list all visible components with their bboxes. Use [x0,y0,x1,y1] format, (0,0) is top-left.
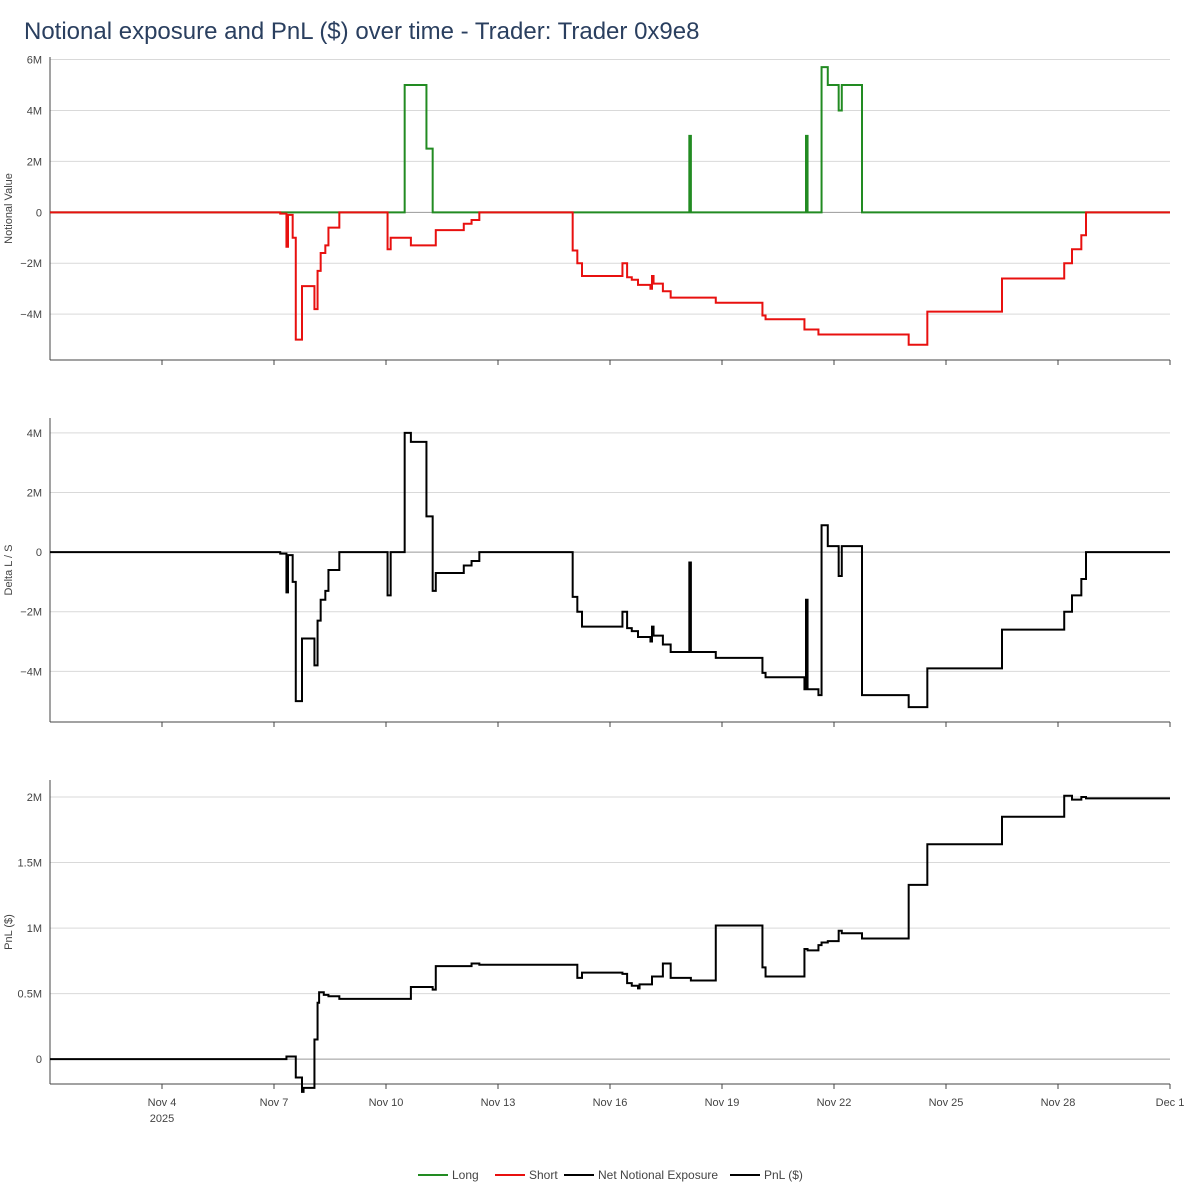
y-tick-label: −4M [20,309,42,321]
x-tick-label: Nov 19 [705,1097,740,1109]
x-tick-label: Dec 1 [1156,1097,1185,1109]
x-tick-label: Nov 28 [1041,1097,1076,1109]
y-tick-label: 4M [27,105,42,117]
series-line-short [50,211,1170,346]
x-tick-label: Nov 10 [369,1097,404,1109]
x-tick-label: Nov 16 [593,1097,628,1109]
series-line-long [50,66,1170,214]
y-tick-label: 2M [27,488,42,500]
y-tick-label: −4M [20,666,42,678]
y-tick-label: 1M [27,923,42,935]
panel-2: 4M 2M 0 −2M −4M Delta L / S [3,418,1171,727]
y-tick-label: −2M [20,258,42,270]
y-tick-label: 2M [27,792,42,804]
y-tick-label: 0 [36,547,42,559]
y-tick-label: 2M [27,156,42,168]
y-tick-label: −2M [20,607,42,619]
x-tick-label: Nov 22 [817,1097,852,1109]
y-axis-title: Delta L / S [3,545,15,596]
y-tick-label: 0 [36,1054,42,1066]
legend-label: Net Notional Exposure [598,1168,718,1182]
legend-item: Short [495,1168,558,1182]
x-tick-label: Nov 7 [260,1097,289,1109]
chart-title: Notional exposure and PnL ($) over time … [24,18,700,45]
legend-label: Short [529,1168,558,1182]
panel-3: 2M 1.5M 1M 0.5M 0 PnL ($) [3,780,1171,1093]
legend-label: Long [452,1168,479,1182]
panels-layer: 6M 4M 2M 0 −2M −4M Notional Value 4M 2M 0 −2M −4M De… [3,55,1171,1093]
y-tick-label: 6M [27,55,42,67]
y-tick-label: 1.5M [18,858,42,870]
y-axis-title: PnL ($) [3,914,15,950]
legend-label: PnL ($) [764,1168,803,1182]
y-tick-label: 0 [36,207,42,219]
x-axis: Nov 4 2025 Nov 7 Nov 10 Nov 13 Nov 16 Nov 19 No… [148,1097,1185,1125]
series-line-net-notional-exposure [50,431,1170,709]
series-line-pnl [50,794,1170,1093]
legend: Long Short Net Notional Exposure PnL ($) [418,1168,803,1182]
y-tick-label: 4M [27,428,42,440]
y-tick-label: 0.5M [18,989,42,1001]
x-tick-label: Nov 25 [929,1097,964,1109]
x-tick-label: Nov 4 [148,1097,177,1109]
y-axis-title: Notional Value [3,173,15,244]
x-tick-label: Nov 13 [481,1097,516,1109]
panel-1: 6M 4M 2M 0 −2M −4M Notional Value [3,55,1171,365]
legend-item: Net Notional Exposure [564,1168,718,1182]
x-tick-sublabel: 2025 [150,1113,174,1125]
legend-item: PnL ($) [730,1168,803,1182]
legend-item: Long [418,1168,479,1182]
